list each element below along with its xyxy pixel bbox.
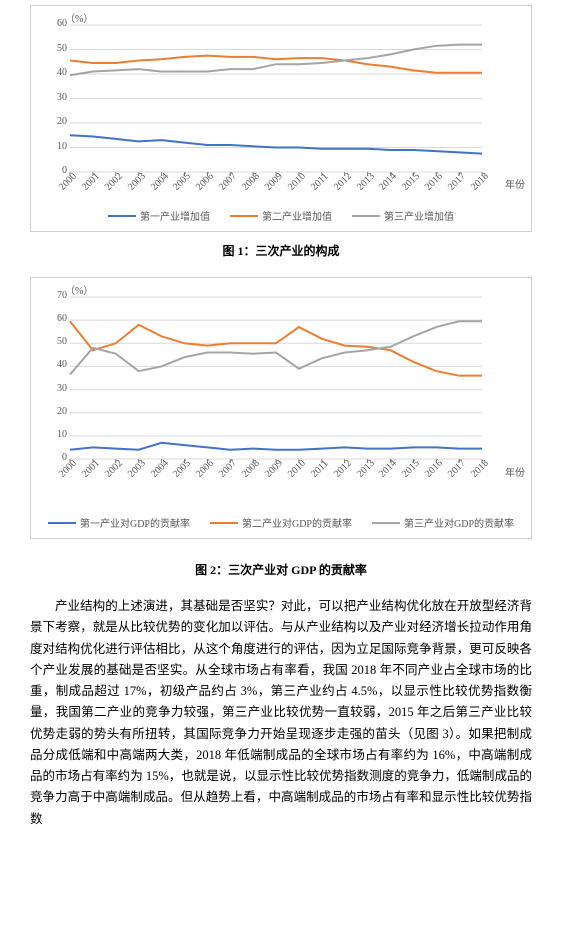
legend-item: 第三产业增加值 [352,208,454,223]
y-tick: 20 [43,406,67,417]
y-tick: 0 [43,165,67,176]
legend-label: 第一产业增加值 [140,208,210,223]
chart1-legend: 第一产业增加值 第二产业增加值 第三产业增加值 [31,202,531,229]
legend-label: 第三产业对GDP的贡献率 [404,515,514,530]
y-tick: 30 [43,383,67,394]
y-tick: 0 [43,452,67,463]
chart2-legend: 第一产业对GDP的贡献率 第二产业对GDP的贡献率 第三产业对GDP的贡献率 [31,509,531,536]
chart2: （%） 年份 010203040506070 20002001200220032… [30,277,532,539]
legend-item: 第三产业对GDP的贡献率 [372,515,514,530]
legend-label: 第二产业增加值 [262,208,332,223]
legend-label: 第三产业增加值 [384,208,454,223]
legend-line [210,522,238,524]
legend-label: 第二产业对GDP的贡献率 [242,515,352,530]
legend-line [352,215,380,217]
page: （%） 年份 0102030405060 2000200120022003200… [0,0,562,850]
legend-item: 第一产业对GDP的贡献率 [48,515,190,530]
legend-line [108,215,136,217]
chart1-title: 图 1：三次产业的构成 [30,242,532,259]
y-tick: 40 [43,67,67,78]
y-tick: 30 [43,92,67,103]
legend-item: 第一产业增加值 [108,208,210,223]
legend-line [48,522,76,524]
y-tick: 50 [43,43,67,54]
body-paragraph: 产业结构的上述演进，其基础是否坚实？对此，可以把产业结构优化放在开放型经济背景下… [30,596,532,830]
y-tick: 60 [43,18,67,29]
chart1: （%） 年份 0102030405060 2000200120022003200… [30,5,532,232]
legend-line [230,215,258,217]
y-tick: 10 [43,141,67,152]
chart2-title: 图 2：三次产业对 GDP 的贡献率 [30,561,532,578]
y-tick: 60 [43,313,67,324]
legend-item: 第二产业对GDP的贡献率 [210,515,352,530]
y-tick: 20 [43,116,67,127]
y-tick: 70 [43,290,67,301]
legend-line [372,522,400,524]
legend-item: 第二产业增加值 [230,208,332,223]
y-tick: 50 [43,336,67,347]
y-tick: 40 [43,359,67,370]
y-tick: 10 [43,429,67,440]
legend-label: 第一产业对GDP的贡献率 [80,515,190,530]
